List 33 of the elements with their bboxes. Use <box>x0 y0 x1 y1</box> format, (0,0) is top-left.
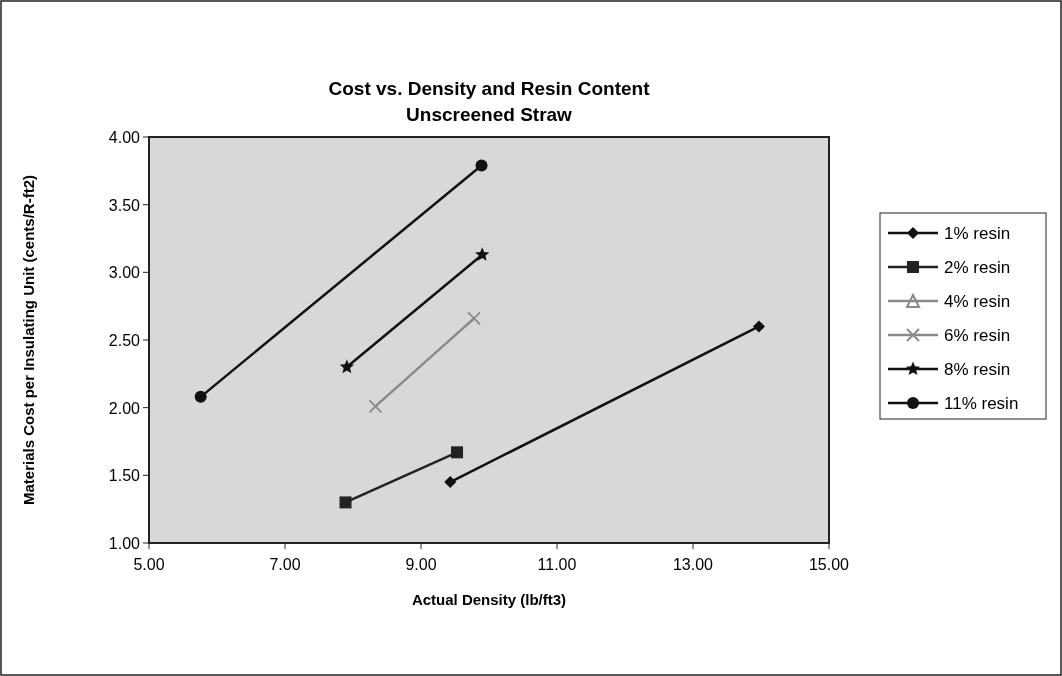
legend-label: 1% resin <box>944 224 1011 243</box>
legend-label: 4% resin <box>944 292 1011 311</box>
x-tick-label: 7.00 <box>269 556 301 573</box>
legend-label: 6% resin <box>944 326 1011 345</box>
point <box>194 390 207 403</box>
y-tick-label: 1.50 <box>108 467 141 485</box>
point <box>339 359 355 374</box>
point <box>444 476 457 489</box>
y-tick-label: 1.00 <box>108 535 141 552</box>
x-tick-label: 9.00 <box>405 556 437 573</box>
point <box>475 159 488 172</box>
chart-subtitle: Unscreened Straw <box>406 104 573 125</box>
legend-label: 11% resin <box>944 394 1019 413</box>
x-tick-label: 11.00 <box>537 556 577 573</box>
point <box>339 496 352 509</box>
x-tick-label: 5.00 <box>133 556 165 573</box>
point <box>475 247 490 261</box>
x-axis-title: Actual Density (lb/ft3) <box>411 591 567 608</box>
y-tick-label: 2.00 <box>108 399 141 417</box>
point <box>467 311 481 326</box>
y-tick-label: 4.00 <box>108 129 141 146</box>
y-tick-label: 3.00 <box>108 264 141 282</box>
legend-label: 2% resin <box>944 258 1011 277</box>
x-tick-label: 15.00 <box>808 556 850 573</box>
legend-label: 8% resin <box>944 360 1011 379</box>
y-tick-label: 3.50 <box>108 196 141 214</box>
point <box>368 399 383 414</box>
y-axis-title: Materials Cost per Insulating Unit (cents/R-ft2) <box>20 174 37 506</box>
point <box>451 446 464 459</box>
y-tick-label: 2.50 <box>108 332 141 349</box>
x-tick-label: 13.00 <box>672 556 714 573</box>
point <box>752 320 765 333</box>
chart-title: Cost vs. Density and Resin Content <box>328 78 651 99</box>
